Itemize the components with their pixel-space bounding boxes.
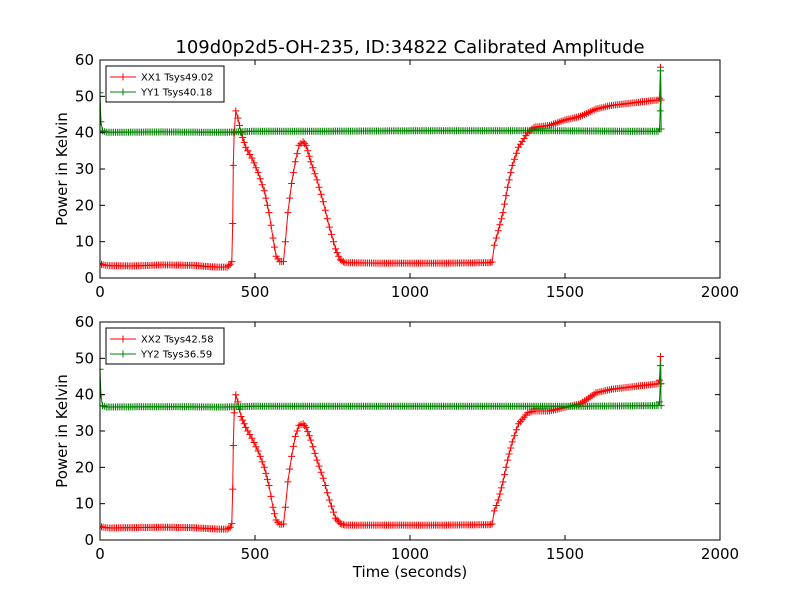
x-tick-label: 0: [95, 283, 105, 301]
x-tick-label: 1000: [391, 545, 429, 563]
x-tick-label: 500: [241, 545, 270, 563]
series-markers: [100, 63, 665, 271]
y-tick-label: 60: [75, 313, 94, 331]
x-tick-label: 1500: [546, 545, 584, 563]
legend-marker: [119, 335, 127, 343]
series-markers: [100, 67, 665, 136]
x-tick-label: 500: [241, 283, 270, 301]
series-markers: [100, 362, 665, 411]
legend-marker: [119, 88, 127, 96]
bottom-panel: 0 500 1000 1500 2000 0 10 20 30 40 50 60 Power in Ke…: [53, 313, 739, 563]
y-tick-label: 10: [75, 233, 94, 251]
y-tick-label: 50: [75, 87, 94, 105]
y-tick-label: 40: [75, 124, 94, 142]
x-tick-label: 1500: [546, 283, 584, 301]
top-panel: 0 500 1000 1500 2000 0 10 20 30 40 50 60 Power in Ke…: [53, 51, 739, 301]
y-tick-label: 40: [75, 386, 94, 404]
top-legend: XX1 Tsys49.02 YY1 Tsys40.18: [105, 65, 225, 103]
y-tick-label: 20: [75, 196, 94, 214]
y-tick-label: 0: [84, 531, 94, 549]
legend-box: [105, 65, 225, 103]
x-tick-label: 2000: [701, 283, 739, 301]
legend-marker: [119, 73, 127, 81]
y-tick-label: 50: [75, 349, 94, 367]
legend-label: YY2 Tsys36.59: [140, 350, 212, 361]
y-tick-label: 0: [84, 269, 94, 287]
x-axis-label: Time (seconds): [352, 563, 468, 581]
legend-box: [105, 327, 225, 365]
y-tick-label: 10: [75, 495, 94, 513]
x-tick-label: 1000: [391, 283, 429, 301]
series-markers: [100, 353, 665, 533]
legend-label: XX1 Tsys49.02: [141, 73, 214, 84]
y-tick-label: 60: [75, 51, 94, 69]
bottom-series-xx: [100, 353, 665, 533]
x-tick-label: 0: [95, 545, 105, 563]
bottom-series-yy: [100, 362, 665, 411]
chart-title: 109d0p2d5-OH-235, ID:34822 Calibrated Am…: [175, 37, 644, 58]
legend-marker: [119, 350, 127, 358]
y-tick-label: 30: [75, 160, 94, 178]
legend-label: XX2 Tsys42.58: [141, 335, 214, 346]
x-tick-label: 2000: [701, 545, 739, 563]
y-axis-label: Power in Kelvin: [53, 374, 71, 488]
y-tick-label: 20: [75, 458, 94, 476]
legend-label: YY1 Tsys40.18: [140, 88, 212, 99]
y-axis-label: Power in Kelvin: [53, 112, 71, 226]
top-plot-area: [100, 63, 665, 271]
bottom-legend: XX2 Tsys42.58 YY2 Tsys36.59: [105, 327, 225, 365]
top-series-xx: [100, 63, 665, 271]
top-series-yy: [100, 67, 665, 136]
bottom-plot-area: [100, 353, 665, 533]
y-tick-label: 30: [75, 422, 94, 440]
